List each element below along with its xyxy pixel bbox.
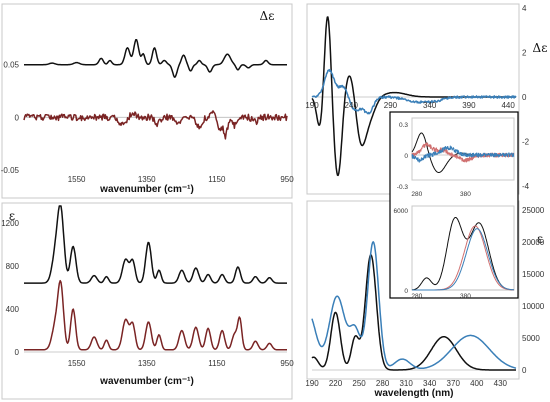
y-tick-label: 4 — [522, 4, 527, 13]
x-tick-label: 1550 — [68, 359, 86, 368]
y-tick-label: -0.3 — [397, 184, 409, 191]
y-tick-label: -2 — [522, 138, 530, 147]
x-tick-label: 290 — [384, 101, 398, 110]
series-line-0 — [24, 38, 287, 78]
y-tick-labels: 1200 800 400 0 — [1, 219, 19, 357]
y-tick-label: 800 — [6, 262, 20, 271]
x-tick-label: 340 — [423, 101, 437, 110]
x-tick-label: 950 — [280, 359, 294, 368]
y-tick-label: 6000 — [394, 208, 409, 215]
panel-frame — [1, 3, 293, 199]
y-axis-label: Δε — [533, 41, 548, 55]
y-tick-label: 0.3 — [399, 122, 408, 129]
x-tick-label: 380 — [460, 293, 471, 300]
series-line-2 — [411, 228, 515, 291]
y-axis-label: ε — [537, 232, 543, 246]
x-tick-label: 220 — [329, 379, 343, 388]
plot-area — [24, 205, 287, 353]
inset-abs-x-tick-labels: 280 380 — [411, 293, 471, 300]
x-tick-label: 400 — [470, 379, 484, 388]
x-tick-label: 280 — [376, 379, 390, 388]
panel-uv-ecd: Δε 4 2 0 -2 -4 190 240 290 340 390 440 — [305, 3, 548, 195]
x-tick-label: 280 — [411, 293, 422, 300]
y-tick-label: 5000 — [522, 334, 540, 343]
series-line-1 — [23, 110, 288, 140]
plot-area — [23, 38, 288, 140]
plot-area — [311, 16, 517, 177]
x-tick-label: 250 — [352, 379, 366, 388]
y-tick-label: 10000 — [522, 302, 545, 311]
series-line-0 — [411, 217, 515, 291]
y-axis-label: Δε — [260, 9, 275, 23]
y-tick-label: 400 — [6, 305, 20, 314]
y-tick-label: 2 — [522, 49, 527, 58]
series-line-1 — [311, 241, 517, 370]
y-tick-label: 20000 — [522, 238, 545, 247]
inset-ecd-frame — [411, 117, 515, 181]
series-line-1 — [24, 279, 287, 351]
y-tick-label: 0 — [15, 113, 20, 122]
inset-frame — [389, 111, 519, 299]
x-tick-label: 310 — [399, 379, 413, 388]
series-line-1 — [311, 68, 517, 115]
y-tick-label: 25000 — [522, 206, 545, 215]
panel-frame — [1, 202, 293, 400]
x-tick-label: 440 — [501, 101, 515, 110]
x-tick-label: 190 — [305, 101, 319, 110]
x-tick-label: 390 — [462, 101, 476, 110]
x-tick-label: 1350 — [138, 175, 156, 184]
x-tick-label: 1150 — [208, 359, 226, 368]
x-tick-label: 1550 — [68, 175, 86, 184]
y-tick-label: -0.05 — [1, 166, 20, 175]
x-tick-label: 340 — [423, 379, 437, 388]
y-tick-label: 0 — [15, 348, 20, 357]
y-tick-label: 0 — [522, 366, 527, 375]
x-tick-label: 280 — [411, 191, 422, 198]
panel-ir-vcd: Δε 0.05 0 -0.05 1550 1350 1150 950 wavenumber… — [1, 3, 295, 199]
series-line-2 — [411, 145, 515, 163]
inset-box: 0.3 0 -0.3 280 380 6000 0 280 380 — [389, 111, 519, 300]
y-tick-label: 0.05 — [3, 61, 19, 70]
y-tick-label: -4 — [522, 182, 530, 191]
y-tick-labels: 4 2 0 -2 -4 — [522, 4, 530, 191]
x-tick-label: 380 — [460, 191, 471, 198]
y-axis-label: ε — [9, 209, 15, 223]
x-axis-label: wavenumber (cm⁻¹) — [99, 376, 194, 387]
y-tick-label: 1200 — [1, 219, 19, 228]
x-tick-label: 430 — [494, 379, 508, 388]
y-tick-label: 0 — [522, 93, 527, 102]
y-tick-label: 0 — [404, 288, 408, 295]
inset-abs-plot — [411, 217, 515, 291]
y-tick-labels: 0.05 0 -0.05 — [1, 61, 20, 175]
x-tick-label: 1150 — [208, 175, 226, 184]
x-tick-label: 240 — [345, 101, 359, 110]
y-tick-label: 15000 — [522, 270, 545, 279]
x-axis-label: wavelength (nm) — [374, 388, 454, 399]
x-tick-labels: 190 240 290 340 390 440 — [305, 101, 515, 110]
panel-ir-abs: ε 1200 800 400 0 1550 1350 1150 950 wavenumber… — [1, 202, 295, 400]
x-tick-label: 370 — [447, 379, 461, 388]
series-line-0 — [24, 205, 287, 284]
inset-abs-y-tick-labels: 6000 0 — [394, 208, 409, 295]
x-tick-label: 1350 — [138, 359, 156, 368]
x-tick-label: 190 — [305, 379, 319, 388]
x-tick-labels: 1550 1350 1150 950 — [68, 175, 295, 184]
inset-ecd-plot — [411, 132, 515, 173]
x-tick-labels: 1550 1350 1150 950 — [68, 359, 295, 368]
inset-ecd-y-tick-labels: 0.3 0 -0.3 — [397, 122, 409, 191]
x-tick-labels: 190 220 250 280 310 340 370 400 430 — [305, 379, 507, 388]
x-tick-label: 950 — [280, 175, 294, 184]
plot-area — [311, 241, 517, 371]
y-tick-label: 0 — [404, 153, 408, 160]
x-axis-label: wavenumber (cm⁻¹) — [99, 184, 194, 195]
y-tick-labels: 25000 20000 15000 10000 5000 0 — [522, 206, 545, 375]
series-line-0 — [311, 254, 517, 371]
inset-ecd-x-tick-labels: 280 380 — [411, 191, 471, 198]
